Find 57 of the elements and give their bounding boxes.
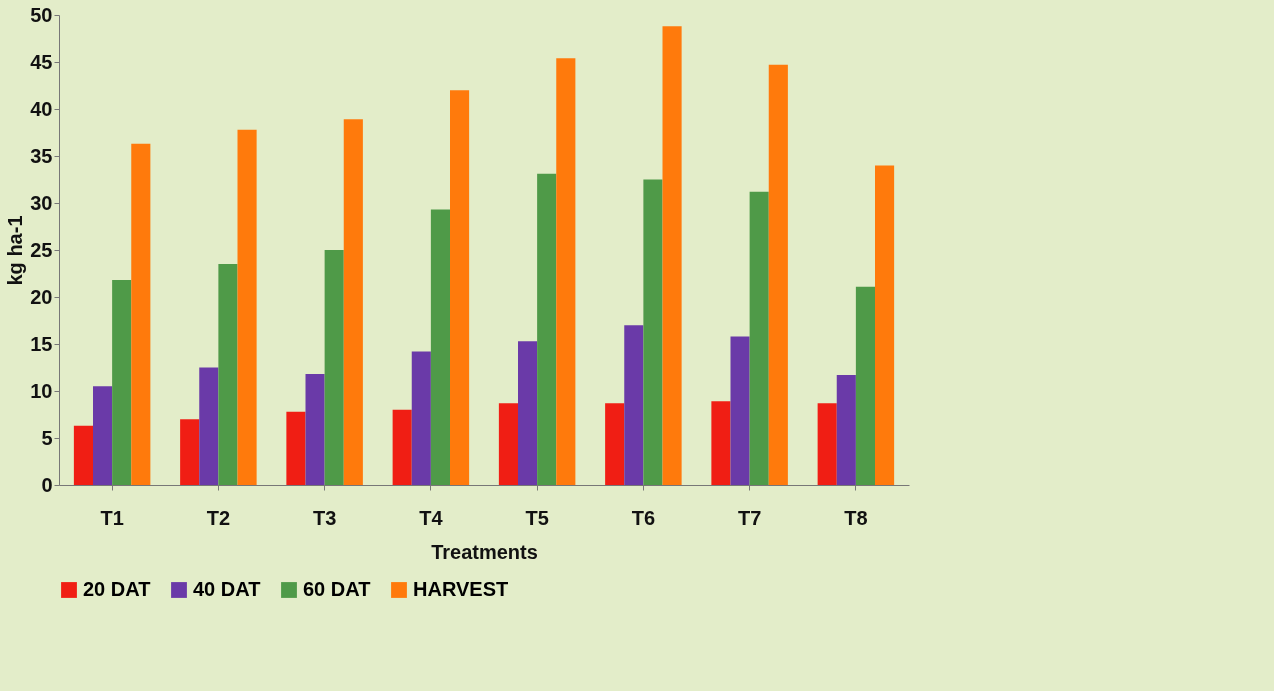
bar xyxy=(749,191,769,485)
bar xyxy=(605,403,625,485)
y-axis-title: kg ha-1 xyxy=(4,215,27,286)
bar xyxy=(711,401,731,485)
bar xyxy=(643,179,663,485)
bar xyxy=(343,119,363,485)
x-tick-label: T8 xyxy=(844,506,868,529)
bar xyxy=(286,411,306,485)
bar xyxy=(662,26,682,485)
bar xyxy=(817,403,837,485)
legend-label: 60 DAT xyxy=(303,578,371,600)
bar xyxy=(392,409,412,485)
bar xyxy=(112,280,132,485)
bar xyxy=(131,143,151,485)
legend-label: 40 DAT xyxy=(193,578,261,600)
bar xyxy=(93,386,113,485)
y-tick-label: 40 xyxy=(30,97,53,120)
bar xyxy=(180,419,200,485)
bar xyxy=(624,325,644,485)
bar xyxy=(730,336,750,485)
x-tick-label: T5 xyxy=(525,506,549,529)
bar xyxy=(855,286,875,485)
bar xyxy=(450,90,470,485)
bar xyxy=(556,58,576,485)
y-tick-label: 35 xyxy=(30,144,53,167)
y-tick-label: 50 xyxy=(30,3,53,26)
x-tick-label: T7 xyxy=(737,506,762,529)
bar xyxy=(305,374,325,485)
y-tick-label: 10 xyxy=(30,379,53,402)
bar xyxy=(218,264,238,485)
bar xyxy=(430,209,450,485)
bar xyxy=(324,250,344,485)
x-tick-label: T6 xyxy=(631,506,656,529)
x-tick-label: T4 xyxy=(419,506,444,529)
legend-label: 20 DAT xyxy=(83,578,151,600)
y-tick-label: 25 xyxy=(30,238,53,261)
y-tick-label: 15 xyxy=(30,332,53,355)
x-tick-label: T1 xyxy=(100,506,124,529)
x-tick-label: T3 xyxy=(312,506,337,529)
bar xyxy=(73,425,93,485)
y-tick-label: 5 xyxy=(41,426,53,449)
x-tick-label: T2 xyxy=(206,506,231,529)
bar xyxy=(537,173,557,485)
bar xyxy=(199,367,219,485)
bar xyxy=(498,403,518,485)
y-tick-label: 20 xyxy=(30,285,53,308)
bar xyxy=(836,375,856,485)
bar xyxy=(237,129,257,485)
bar xyxy=(518,341,538,485)
y-tick-label: 30 xyxy=(30,191,53,214)
bar xyxy=(875,165,895,485)
x-axis-title: Treatments xyxy=(431,540,538,563)
legend-label: HARVEST xyxy=(413,578,509,600)
y-tick-label: 0 xyxy=(41,473,53,496)
y-tick-label: 45 xyxy=(30,50,53,73)
bar xyxy=(768,64,788,485)
bar xyxy=(411,351,431,485)
